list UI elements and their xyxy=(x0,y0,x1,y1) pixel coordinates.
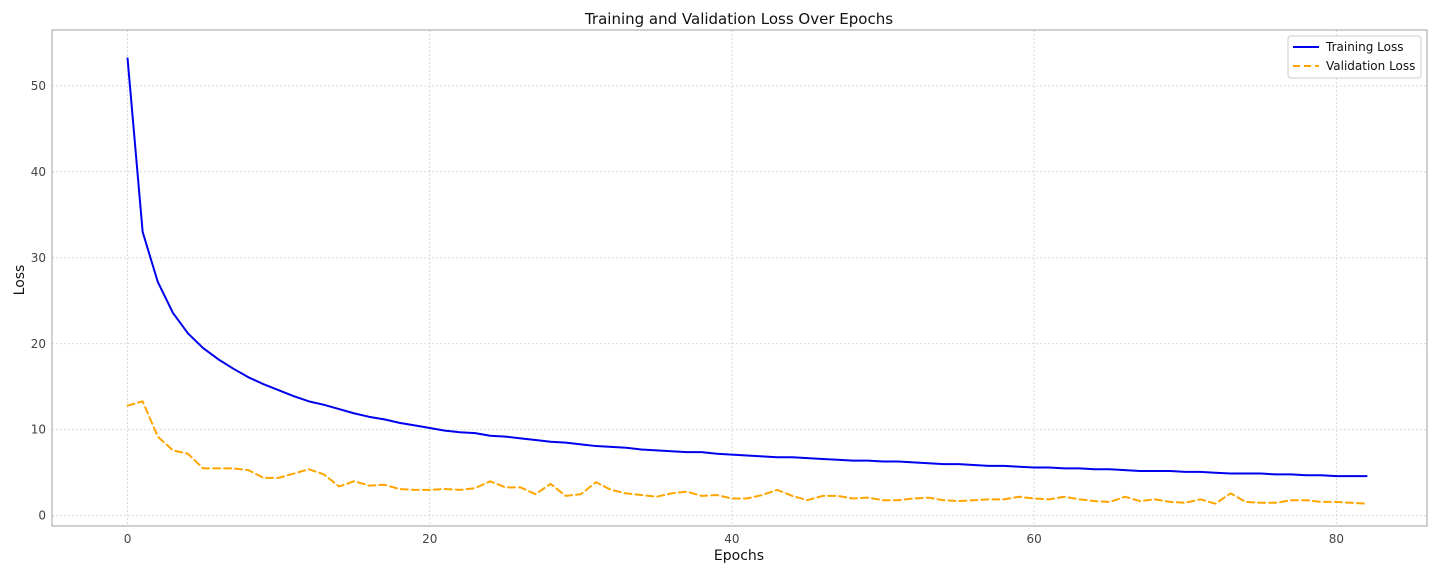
y-tick-label-40: 40 xyxy=(31,165,46,179)
y-tick-label-50: 50 xyxy=(31,79,46,93)
y-tick-label-0: 0 xyxy=(38,509,46,523)
y-axis-ticks: 0 10 20 30 40 50 xyxy=(31,79,46,523)
x-tick-label-0: 0 xyxy=(124,532,132,546)
x-tick-label-20: 20 xyxy=(422,532,437,546)
training-loss-line xyxy=(126,57,1368,478)
x-axis-ticks: 0 20 40 60 80 xyxy=(124,532,1344,546)
chart-title: Training and Validation Loss Over Epochs xyxy=(584,10,893,28)
series-layer xyxy=(126,57,1368,505)
y-tick-label-30: 30 xyxy=(31,251,46,265)
legend-box xyxy=(1287,35,1422,79)
x-tick-label-60: 60 xyxy=(1027,532,1042,546)
legend-label-training: Training Loss xyxy=(1325,40,1403,54)
x-tick-label-40: 40 xyxy=(724,532,739,546)
grid-layer xyxy=(52,30,1427,526)
plot-frame xyxy=(51,29,1428,527)
x-axis-label: Epochs xyxy=(714,548,764,564)
y-axis-label: Loss xyxy=(12,265,28,296)
y-tick-label-20: 20 xyxy=(31,337,46,351)
legend: Training Loss Validation Loss xyxy=(1287,35,1422,79)
legend-label-validation: Validation Loss xyxy=(1326,59,1415,73)
y-tick-label-10: 10 xyxy=(31,423,46,437)
validation-loss-line xyxy=(126,400,1368,505)
x-tick-label-80: 80 xyxy=(1329,532,1344,546)
